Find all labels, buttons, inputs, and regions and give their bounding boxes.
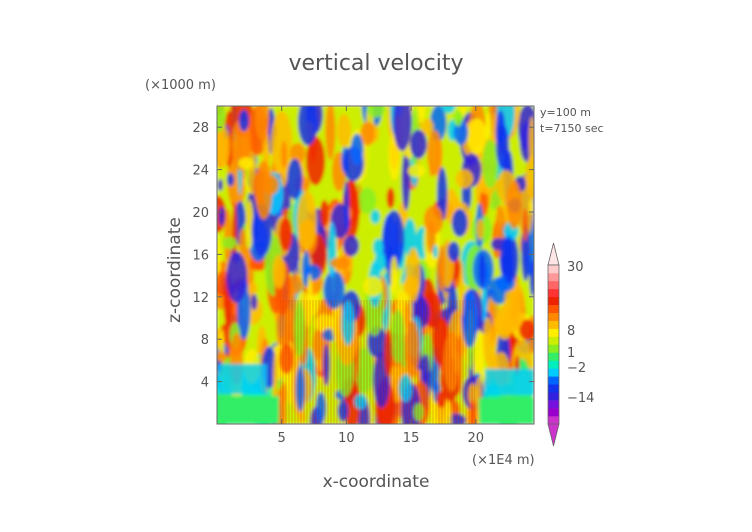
- colorbar-band: [548, 408, 559, 417]
- colorbar-frame: [547, 264, 560, 425]
- colorbar-top-arrow: [547, 242, 560, 266]
- colorbar-band: [548, 352, 559, 361]
- colorbar-bottom-arrow: [547, 423, 560, 447]
- chart-title: vertical velocity: [288, 51, 463, 76]
- y-tick-label: 12: [192, 291, 209, 306]
- colorbar-band: [548, 336, 559, 345]
- colorbar-band: [548, 344, 559, 353]
- y-axis-title: z-coordinate: [165, 217, 185, 323]
- colorbar-band: [548, 320, 559, 329]
- y-unit-label: (×1000 m): [145, 78, 216, 93]
- colorbar-band: [548, 392, 559, 401]
- y-tick-label: 24: [192, 164, 209, 179]
- colorbar-band: [548, 265, 559, 274]
- colorbar-band: [548, 416, 559, 425]
- colorbar-band: [548, 328, 559, 337]
- colorbar-tick-label: −2: [567, 361, 586, 376]
- x-tick-label: 10: [338, 431, 355, 446]
- colorbar-band: [548, 376, 559, 385]
- colorbar-tick-label: 8: [567, 324, 575, 339]
- colorbar-band: [548, 288, 559, 298]
- colorbar-tick-label: −14: [567, 391, 594, 406]
- colorbar-band: [548, 360, 559, 369]
- colorbar-band: [548, 296, 559, 306]
- info-line-y: y=100 m: [540, 106, 591, 119]
- y-tick-label: 4: [201, 376, 209, 391]
- x-tick-label: 5: [278, 431, 286, 446]
- x-axis: 5 10 15 20: [278, 106, 484, 446]
- y-tick-label: 20: [192, 206, 209, 221]
- info-line-time: t=7150 sec: [540, 122, 604, 135]
- colorbar-tick-label: 1: [567, 346, 575, 361]
- colorbar-band: [548, 368, 559, 377]
- y-tick-label: 28: [192, 121, 209, 136]
- colorbar-band: [548, 304, 559, 313]
- y-axis: 4 8 12 16 20 24 28: [192, 121, 534, 391]
- heatmap-field: [217, 106, 534, 424]
- x-tick-label: 15: [403, 431, 420, 446]
- y-tick-label: 16: [192, 248, 209, 263]
- colorbar-band: [548, 280, 559, 290]
- y-tick-label: 8: [201, 333, 209, 348]
- plot-frame: [216, 105, 535, 425]
- x-tick-label: 20: [468, 431, 485, 446]
- colorbar: 30 8 1−2 −14: [547, 242, 594, 447]
- colorbar-band: [548, 400, 559, 409]
- colorbar-band: [548, 272, 559, 282]
- x-axis-title: x-coordinate: [323, 472, 430, 492]
- colorbar-tick-label: 30: [567, 260, 584, 275]
- colorbar-band: [548, 312, 559, 321]
- colorbar-band: [548, 384, 559, 393]
- x-unit-label: (×1E4 m): [472, 453, 535, 468]
